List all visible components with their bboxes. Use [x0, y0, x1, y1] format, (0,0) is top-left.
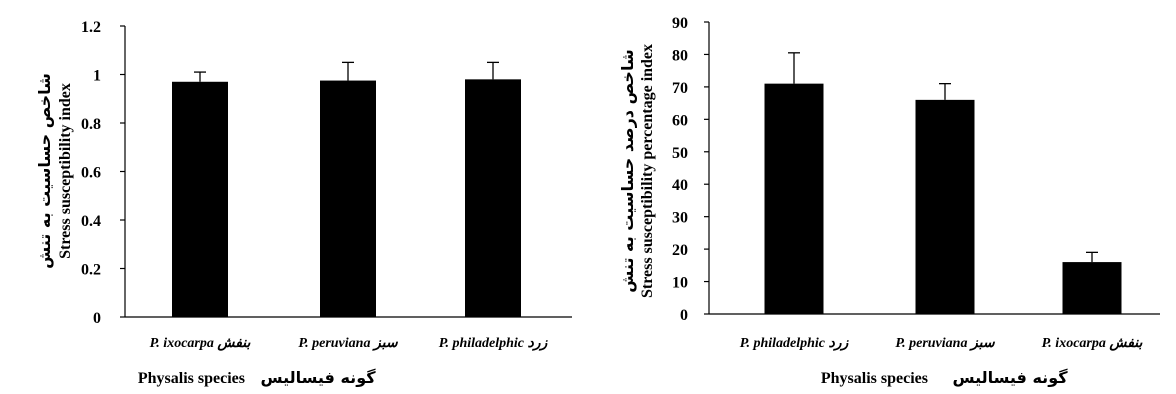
chart1-category-label: P. peruviana سبز — [298, 336, 399, 351]
chart1-bar — [320, 80, 376, 317]
chart2-category-label: P. peruviana سبز — [895, 336, 996, 351]
chart2-y-tick-label: 0 — [680, 307, 688, 324]
chart2-y-tick-label: 30 — [672, 210, 688, 227]
chart1-xlabel-en: Physalis species — [138, 370, 245, 387]
chart1-xlabel-fa: گونه فیسالیس — [260, 368, 376, 387]
chart1-x-axis-title: Physalis species گونه فیسالیس — [138, 368, 376, 387]
chart2-xlabel-fa: گونه فیسالیس — [952, 368, 1068, 387]
chart1-y-tick-label: 0 — [93, 310, 101, 327]
chart1-y-tick-label: 0.4 — [81, 213, 101, 230]
chart2-y-axis-title: شاخص درصد حساسیت به تنش Stress susceptib… — [618, 44, 656, 298]
chart1-y-tick-label: 1 — [93, 68, 101, 85]
chart1-y-axis-title: شاخص حساسیت به تنش Stress susceptibility… — [35, 73, 74, 269]
chart2-y-tick-label: 40 — [672, 177, 688, 194]
chart1-bar — [465, 79, 521, 317]
chart1-category-label: P. ixocarpa بنفش — [150, 336, 252, 351]
chart2-y-tick-label: 20 — [672, 242, 688, 259]
chart2-y-tick-label: 80 — [672, 47, 688, 64]
chart2-bar — [915, 99, 975, 314]
chart2-y-tick-label: 60 — [672, 112, 688, 129]
chart2-y-tick-label: 70 — [672, 80, 688, 97]
chart2-x-axis-title: Physalis species گونه فیسالیس — [821, 368, 1068, 387]
chart2-y-tick-label: 90 — [672, 15, 688, 32]
chart2-ylabel-fa: شاخص درصد حساسیت به تنش — [618, 49, 637, 292]
chart2-category-label: P. philadelphic زرد — [740, 336, 850, 351]
chart1-y-tick-label: 0.8 — [81, 116, 101, 133]
chart1-ylabel-fa: شاخص حساسیت به تنش — [35, 73, 54, 269]
chart1-y-tick-label: 1.2 — [81, 19, 101, 36]
chart1-category-label: P. philadelphic زرد — [439, 336, 549, 351]
chart1-y-tick-label: 0.6 — [81, 165, 101, 182]
chart1-y-tick-label: 0.2 — [81, 262, 101, 279]
chart1-plot-area: 0 0.2 0.4 0.6 0.8 1 1.2 P. ixocarpa بنفش P. peru… — [81, 19, 572, 351]
chart2-bar — [764, 83, 824, 315]
chart2-category-label: P. ixocarpa بنفش — [1042, 336, 1144, 351]
chart2-bar — [1062, 262, 1122, 314]
chart1-bar — [172, 81, 228, 318]
chart2-plot-area: 0 10 20 30 40 50 60 70 80 90 P. philadelphic زرد P.… — [672, 15, 1160, 351]
chart2-y-tick-label: 10 — [672, 275, 688, 292]
chart2-ylabel-en: Stress susceptibility percentage index — [639, 44, 656, 298]
chart2-y-tick-label: 50 — [672, 145, 688, 162]
chart1-ylabel-en: Stress susceptibility index — [57, 83, 74, 259]
chart2-xlabel-en: Physalis species — [821, 370, 928, 387]
